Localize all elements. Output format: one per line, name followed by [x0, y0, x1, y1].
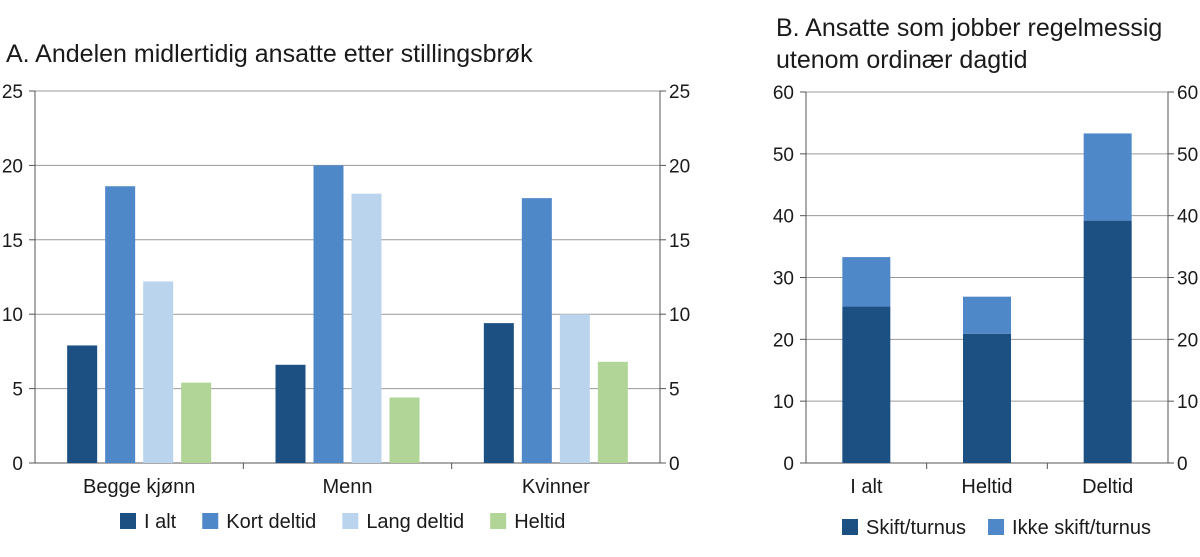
- y-tick-label-left: 10: [2, 305, 23, 326]
- legend-swatch: [120, 513, 136, 529]
- y-tick-label-right: 60: [1177, 83, 1198, 104]
- y-tick-label-left: 0: [12, 454, 23, 475]
- y-tick-label-right: 40: [1177, 207, 1198, 228]
- y-tick-label-right: 10: [669, 305, 690, 326]
- y-tick-label-right: 5: [669, 380, 680, 401]
- legend-swatch: [490, 513, 507, 529]
- y-tick-label-right: 0: [1177, 454, 1188, 475]
- y-tick-label-right: 20: [669, 156, 690, 177]
- bar: [559, 314, 590, 463]
- y-tick-label-left: 60: [773, 83, 794, 104]
- bar: [351, 193, 382, 463]
- legend-label: Kort deltid: [226, 511, 316, 533]
- bar: [105, 186, 136, 463]
- legend-label: Ikke skift/turnus: [1012, 517, 1151, 539]
- y-tick-label-right: 50: [1177, 145, 1198, 166]
- y-tick-label-left: 25: [2, 82, 23, 103]
- bar: [483, 323, 514, 463]
- x-category-label: Deltid: [1082, 476, 1133, 498]
- x-category-label: Heltid: [961, 476, 1012, 498]
- chart-b-title-line-1: B. Ansatte som jobber regelmessig: [776, 14, 1163, 42]
- legend-swatch: [342, 513, 359, 529]
- legend-label: Heltid: [514, 511, 565, 533]
- bar-segment: [1083, 133, 1132, 221]
- bar-segment: [1083, 220, 1132, 463]
- bar: [597, 361, 628, 463]
- bar: [313, 165, 344, 463]
- chart-a-title: A. Andelen midlertidig ansatte etter sti…: [6, 40, 533, 68]
- x-category-label: Begge kjønn: [83, 476, 195, 498]
- y-tick-label-left: 20: [773, 330, 794, 351]
- y-tick-label-left: 30: [773, 269, 794, 290]
- bar-segment: [963, 333, 1011, 463]
- bar-segment: [963, 296, 1011, 334]
- x-category-label: Menn: [322, 476, 372, 498]
- bar: [521, 198, 552, 464]
- y-tick-label-left: 5: [12, 380, 23, 401]
- y-tick-label-right: 25: [669, 82, 690, 103]
- bar: [275, 364, 306, 463]
- legend-label: Lang deltid: [366, 511, 464, 533]
- legend-swatch: [202, 513, 219, 529]
- bar-segment: [842, 306, 891, 463]
- legend-label: Skift/turnus: [866, 517, 966, 539]
- x-category-label: I alt: [850, 476, 883, 498]
- y-tick-label-left: 50: [773, 145, 794, 166]
- y-tick-label-right: 20: [1177, 330, 1198, 351]
- x-category-label: Kvinner: [522, 476, 590, 498]
- y-tick-label-left: 40: [773, 207, 794, 228]
- y-tick-label-right: 15: [669, 231, 690, 252]
- chart-b-title: B. Ansatte som jobber regelmessig utenom…: [776, 12, 1196, 76]
- chart-b-title-line-2: utenom ordinær dagtid: [776, 46, 1028, 74]
- y-tick-label-left: 0: [783, 454, 794, 475]
- y-tick-label-left: 20: [2, 156, 23, 177]
- legend-label: I alt: [144, 511, 177, 533]
- bar: [67, 345, 98, 463]
- y-tick-label-right: 30: [1177, 269, 1198, 290]
- y-tick-label-left: 10: [773, 392, 794, 413]
- y-tick-label-right: 10: [1177, 392, 1198, 413]
- legend-swatch: [842, 519, 858, 535]
- legend-swatch: [988, 519, 1005, 535]
- bar: [389, 397, 420, 463]
- y-tick-label-left: 15: [2, 231, 23, 252]
- bar-segment: [842, 257, 891, 307]
- bar: [143, 281, 174, 463]
- y-tick-label-right: 0: [669, 454, 680, 475]
- bar: [181, 382, 212, 463]
